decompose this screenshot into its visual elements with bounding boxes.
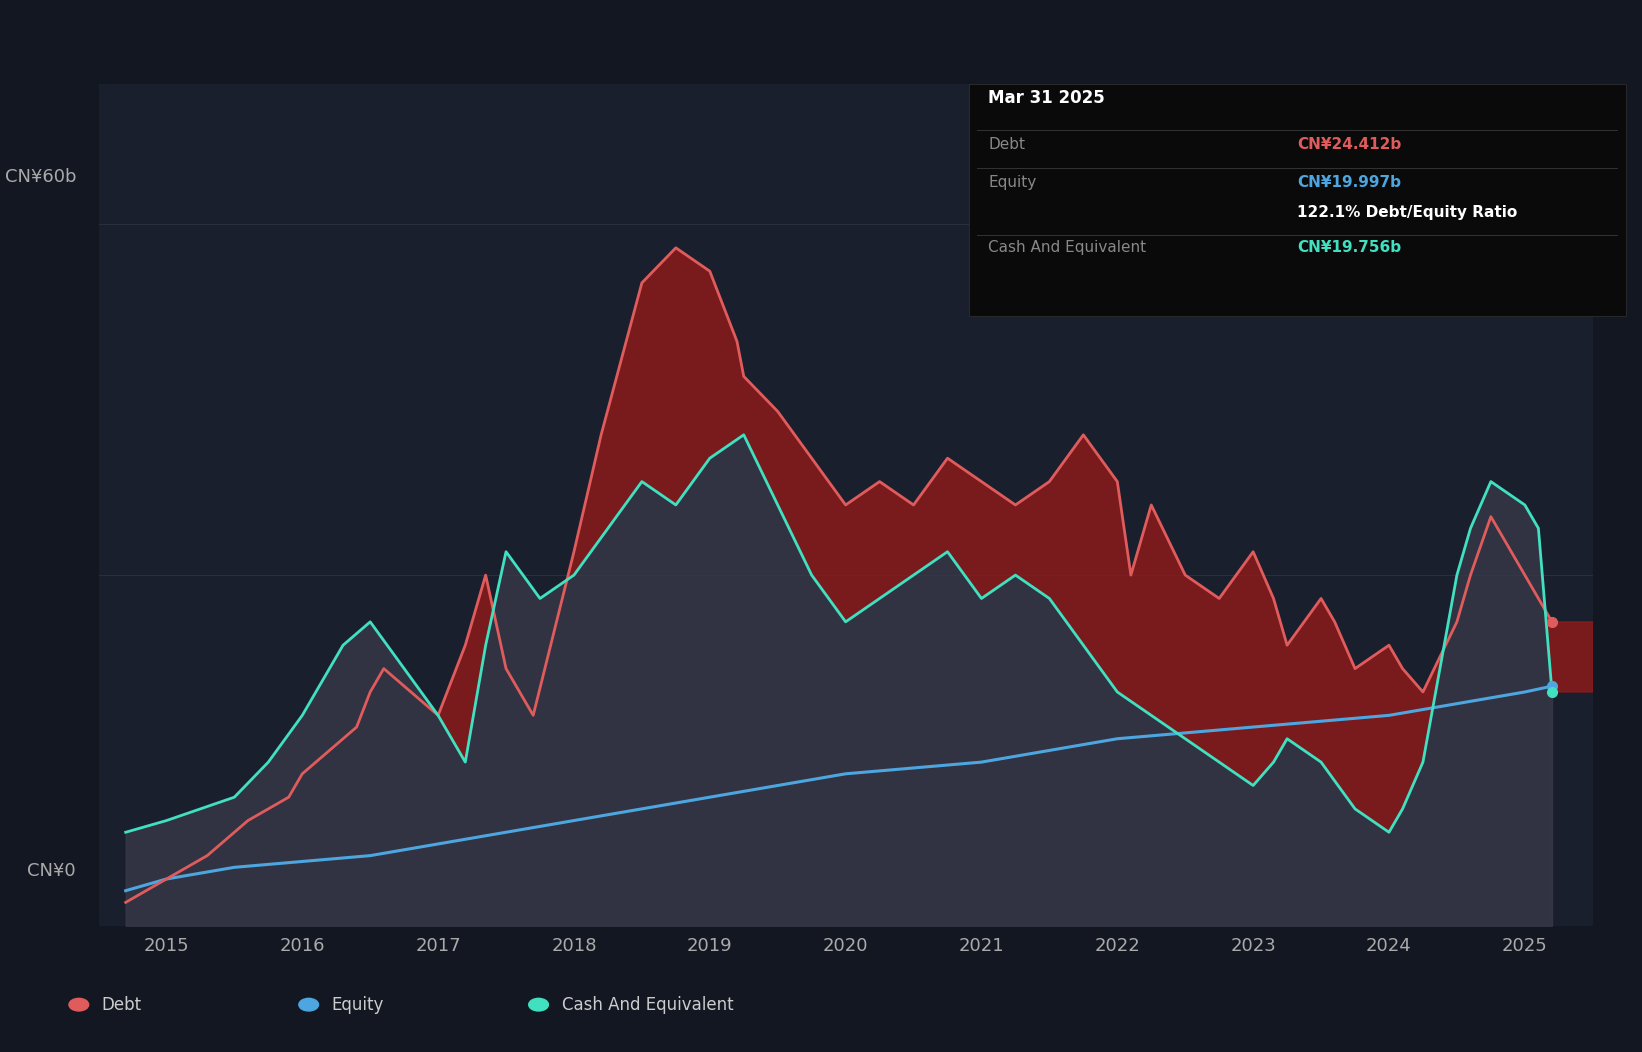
Text: Debt: Debt: [102, 995, 141, 1014]
Text: Mar 31 2025: Mar 31 2025: [988, 89, 1105, 107]
Text: Equity: Equity: [988, 176, 1036, 190]
Text: 122.1% Debt/Equity Ratio: 122.1% Debt/Equity Ratio: [1297, 205, 1517, 220]
Text: Debt: Debt: [988, 138, 1026, 153]
Text: CN¥24.412b: CN¥24.412b: [1297, 138, 1401, 153]
Text: CN¥60b: CN¥60b: [5, 167, 76, 186]
Text: CN¥0: CN¥0: [28, 862, 76, 881]
Text: Equity: Equity: [332, 995, 384, 1014]
Text: CN¥19.756b: CN¥19.756b: [1297, 241, 1401, 256]
Text: Cash And Equivalent: Cash And Equivalent: [988, 241, 1146, 256]
Text: Cash And Equivalent: Cash And Equivalent: [562, 995, 734, 1014]
Text: CN¥19.997b: CN¥19.997b: [1297, 176, 1401, 190]
